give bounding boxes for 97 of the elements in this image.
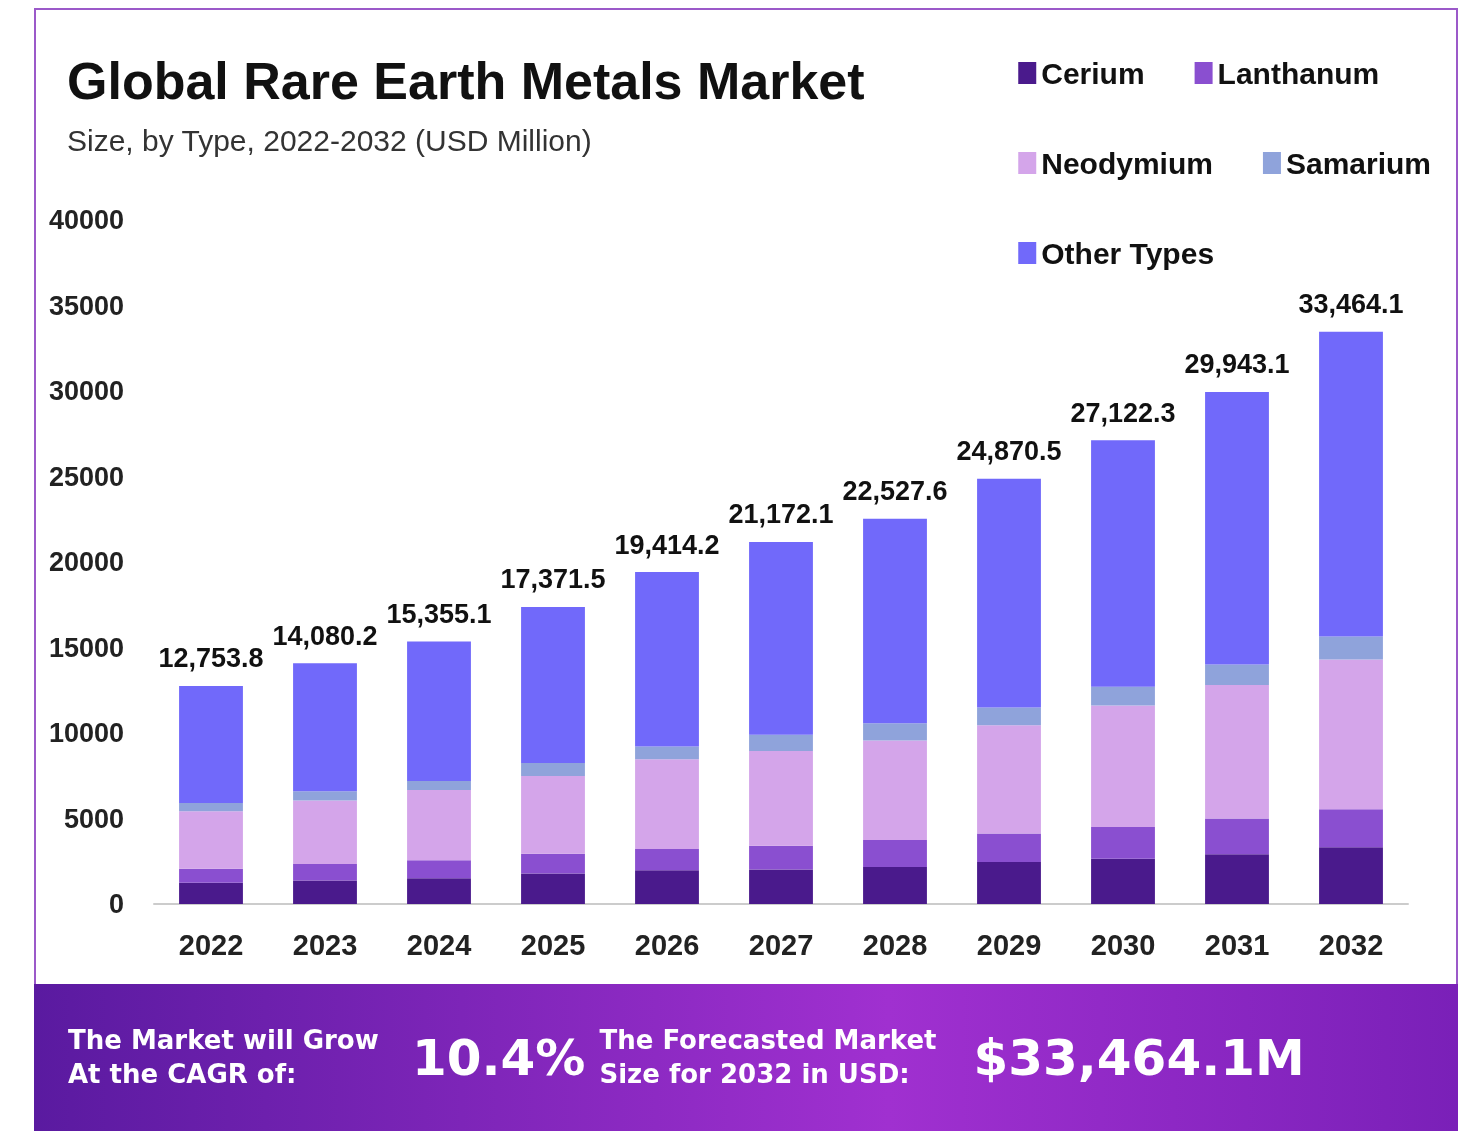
y-tick-label: 5000 [63,803,124,834]
bar [977,478,1041,708]
text: The Market will Grow At the CAGR of: [68,1023,380,1091]
bar [749,734,813,751]
bar [863,740,927,840]
total-label: 19,414.2 [614,529,720,560]
bar [521,606,585,763]
bar [635,870,699,904]
bar [977,707,1041,726]
bar [863,867,927,904]
bar [179,685,243,803]
x-tick-label: 2024 [406,928,472,961]
legend-label: Other Types [1041,236,1215,270]
y-tick-label: 0 [108,889,124,919]
y-tick-label: 40000 [48,205,124,235]
bar [1091,827,1155,859]
legend-label: Samarium [1285,146,1432,180]
bar [407,780,471,791]
total-label: 21,172.1 [728,499,834,530]
bar [1205,391,1269,665]
bar [1319,847,1383,904]
bar [521,873,585,904]
text: $33,464.1M [973,1028,1305,1087]
x-tick-label: 2023 [292,928,358,961]
x-tick-label: 2032 [1318,928,1384,961]
bar [635,572,699,747]
bar [863,839,927,868]
bar [749,869,813,904]
bar [293,880,357,904]
bar [635,746,699,760]
x-tick-label: 2025 [520,928,586,961]
y-tick-label: 15000 [48,632,124,663]
x-tick-label: 2028 [862,928,928,961]
bar [407,641,471,781]
y-tick-label: 10000 [48,718,124,748]
bar [749,750,813,846]
x-tick-label: 2029 [976,928,1042,961]
x-tick-label: 2031 [1204,928,1270,961]
bar [863,723,927,741]
chart-title: Global Rare Earth Metals Market [67,52,865,110]
total-label: 14,080.2 [272,620,378,651]
bar [521,762,585,777]
bar [749,845,813,870]
bar [1319,659,1383,810]
bar [635,848,699,871]
legend-label: Neodymium [1041,146,1213,180]
x-tick-label: 2027 [748,928,814,961]
bar [977,833,1041,863]
total-label: 15,355.1 [386,598,492,629]
bar [293,663,357,792]
bar [977,862,1041,904]
y-tick-label: 25000 [48,461,124,492]
bar [1205,854,1269,904]
y-tick-label: 35000 [48,290,124,321]
bar [1091,705,1155,828]
bar [521,776,585,854]
bar [1091,858,1155,904]
bar [749,541,813,735]
chart-subtitle: Size, by Type, 2022-2032 (USD Million) [67,123,592,157]
total-label: 12,753.8 [158,643,264,674]
bar [407,860,471,879]
bar [407,790,471,861]
x-tick-label: 2026 [634,928,700,961]
text: The Forecasted Market Size for 2032 in USD: [599,1023,938,1091]
bar [179,811,243,869]
bar [407,878,471,904]
total-label: 29,943.1 [1184,349,1290,380]
bar [179,802,243,812]
text: 10.4% [412,1028,586,1087]
legend-label: Cerium [1041,56,1145,90]
legend-label: Lanthanum [1217,56,1380,90]
x-tick-label: 2030 [1090,928,1156,961]
y-tick-label: 30000 [48,376,124,406]
total-label: 24,870.5 [956,436,1062,467]
bar [977,725,1041,834]
bar [179,882,243,904]
bar [179,868,243,883]
bar [1205,664,1269,686]
total-label: 27,122.3 [1070,397,1176,428]
bar [1319,809,1383,848]
bar [521,853,585,874]
bar [1319,636,1383,660]
bar [635,759,699,849]
bar [293,791,357,801]
bar [863,518,927,724]
bar [1205,685,1269,819]
bar [1205,818,1269,855]
y-tick-label: 20000 [48,547,124,577]
bar [293,800,357,864]
bar [1319,331,1383,637]
total-label: 17,371.5 [500,564,606,595]
bar [1091,440,1155,687]
x-tick-label: 2022 [178,928,244,961]
bar [293,863,357,881]
total-label: 22,527.6 [842,476,948,507]
total-label: 33,464.1 [1298,289,1404,320]
bar [1091,686,1155,706]
